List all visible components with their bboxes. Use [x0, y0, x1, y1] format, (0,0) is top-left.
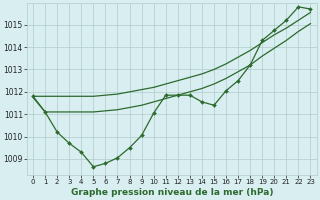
X-axis label: Graphe pression niveau de la mer (hPa): Graphe pression niveau de la mer (hPa)	[70, 188, 273, 197]
